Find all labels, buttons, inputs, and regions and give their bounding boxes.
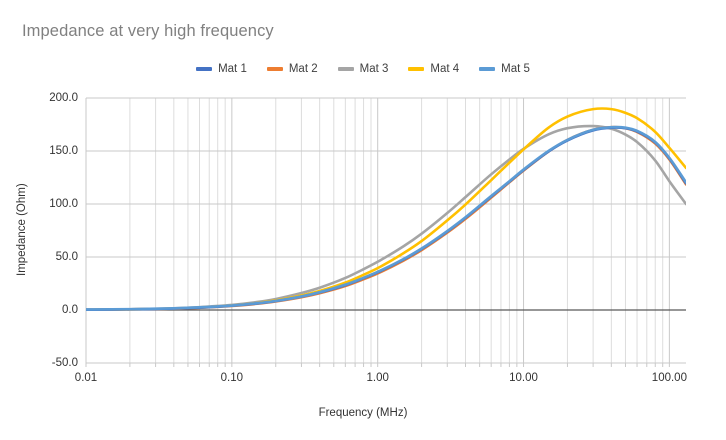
series-line-mat-1	[86, 126, 686, 311]
legend-item-label: Mat 1	[218, 63, 247, 75]
gridlines	[85, 97, 686, 364]
x-tick-label: 0.01	[74, 372, 98, 384]
x-tick-label: 0.10	[220, 372, 243, 384]
chart-title: Impedance at very high frequency	[22, 22, 274, 40]
y-tick-label: 200.0	[49, 92, 78, 104]
legend-swatch-icon	[479, 67, 496, 71]
series-line-mat-3	[86, 124, 686, 311]
legend-item-label: Mat 4	[430, 63, 460, 75]
legend-swatch-icon	[266, 67, 283, 71]
x-tick-label: 1.00	[366, 372, 389, 384]
legend-swatch-icon	[196, 67, 213, 71]
legend-item-label: Mat 2	[288, 63, 318, 75]
y-tick-label: 100.0	[49, 198, 78, 210]
legend-item-mat-3[interactable]: Mat 3	[337, 61, 389, 77]
x-tick-label: 10.00	[509, 372, 538, 384]
legend-item-mat-4[interactable]: Mat 4	[408, 61, 459, 77]
legend-item-mat-5[interactable]: Mat 5	[479, 61, 530, 77]
legend-item-mat-1[interactable]: Mat 1	[196, 61, 247, 77]
legend-swatch-icon	[408, 67, 425, 71]
series-group	[86, 107, 686, 311]
legend-swatch-icon	[337, 67, 354, 71]
x-axis-title: Frequency (MHz)	[318, 407, 408, 419]
chart-legend: Mat 1 Mat 2 Mat 3 Mat 4 Mat 5	[0, 61, 726, 77]
series-line-mat-4	[86, 107, 686, 311]
legend-item-label: Mat 3	[359, 63, 389, 75]
x-tick-marks	[85, 363, 670, 367]
series-line-mat-5	[86, 125, 686, 311]
y-tick-label: 0.0	[62, 304, 78, 316]
series-line-mat-2	[86, 125, 686, 311]
legend-item-label: Mat 5	[501, 63, 530, 75]
y-tick-label: 150.0	[49, 145, 78, 157]
y-tick-label: 50.0	[55, 251, 78, 263]
x-tick-label: 100.00	[651, 372, 687, 384]
y-tick-label: -50.0	[51, 357, 78, 369]
legend-item-mat-2[interactable]: Mat 2	[266, 61, 318, 77]
